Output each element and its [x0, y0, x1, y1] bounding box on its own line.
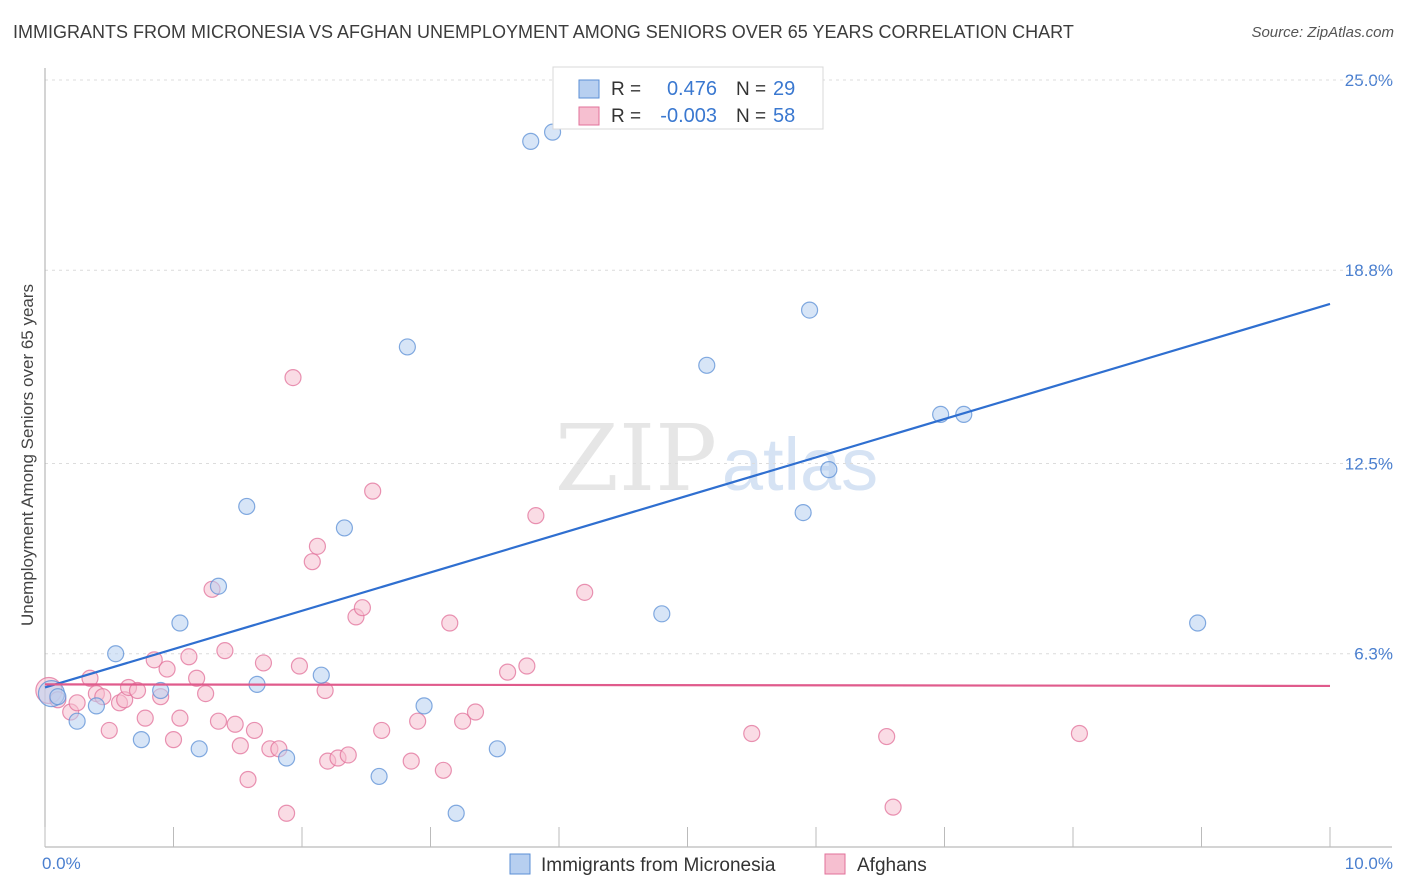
micronesia-point	[87, 697, 106, 715]
afghan-point	[245, 721, 264, 740]
afghan-point	[284, 368, 302, 387]
afghan-point	[100, 721, 118, 740]
micronesia-point	[132, 731, 150, 749]
afghan-point	[441, 614, 459, 632]
source-label: Source: ZipAtlas.com	[1251, 24, 1394, 41]
micronesia-point	[171, 614, 189, 632]
afghan-point	[527, 507, 545, 525]
micronesia-point	[794, 503, 812, 522]
legend-n-value: 29	[773, 78, 795, 100]
afghan-point	[499, 663, 517, 681]
micronesia-point	[238, 497, 256, 516]
micronesia-point	[800, 301, 819, 319]
afghan-point	[231, 737, 249, 755]
micronesia-point	[447, 804, 465, 822]
afghan-trend-line	[44, 683, 1331, 688]
afghan-point	[136, 709, 154, 727]
afghan-point	[290, 657, 309, 675]
bottom-legend-swatch	[509, 853, 531, 875]
micronesia-point	[398, 338, 416, 356]
afghan-point	[180, 648, 198, 666]
micronesia-point	[955, 405, 973, 424]
afghan-point	[1070, 724, 1089, 743]
afghan-point	[466, 703, 485, 721]
y-tick-label: 6.3%	[1354, 645, 1393, 664]
afghan-point	[209, 712, 228, 730]
afghan-point	[434, 761, 452, 779]
micronesia-trend-line	[44, 302, 1331, 689]
legend-n-label: N =	[736, 79, 766, 100]
bottom-legend-label: Immigrants from Micronesia	[541, 855, 776, 876]
micronesia-point	[68, 712, 86, 730]
legend-n-label: N =	[736, 106, 766, 127]
micronesia-point	[488, 740, 506, 758]
micronesia-point	[370, 767, 388, 786]
afghan-point	[226, 715, 244, 733]
legend-n-value: 58	[773, 105, 795, 127]
afghan-point	[409, 712, 427, 730]
afghan-point	[308, 537, 327, 555]
y-tick-label: 18.8%	[1345, 261, 1393, 280]
legend-r-value: 0.476	[667, 78, 717, 100]
micronesia-point	[49, 688, 67, 706]
afghan-point	[254, 654, 273, 672]
micronesia-point	[312, 666, 330, 684]
afghan-point	[303, 553, 321, 571]
legend-swatch	[578, 106, 600, 126]
legend-r-value: -0.003	[660, 105, 717, 127]
afghan-point	[164, 731, 183, 749]
y-tick-label: 12.5%	[1345, 455, 1393, 474]
afghan-point	[576, 583, 594, 601]
micronesia-point	[335, 519, 354, 537]
x-tick-label-max: 10.0%	[1345, 854, 1393, 873]
afghan-point	[188, 669, 206, 687]
watermark-zip: ZIP	[555, 405, 717, 512]
afghan-point	[353, 599, 371, 617]
afghan-point	[454, 712, 472, 730]
chart-title: IMMIGRANTS FROM MICRONESIA VS AFGHAN UNE…	[13, 22, 1074, 42]
micronesia-point	[1189, 614, 1207, 632]
afghan-point	[216, 642, 234, 660]
afghan-point	[884, 798, 902, 816]
micronesia-point	[107, 645, 125, 663]
afghan-point	[68, 694, 86, 712]
afghan-point	[743, 724, 761, 743]
afghan-point	[197, 684, 215, 703]
micronesia-point	[415, 697, 433, 715]
afghan-point	[171, 709, 189, 727]
watermark-atlas: atlas	[722, 423, 878, 506]
afghan-point	[364, 482, 382, 500]
afghan-point	[128, 681, 147, 700]
afghan-point	[239, 770, 257, 789]
legend-swatch	[578, 79, 600, 99]
micronesia-point	[277, 749, 296, 767]
bottom-legend-label: Afghans	[857, 855, 927, 876]
afghan-point	[339, 746, 357, 764]
micronesia-point	[522, 132, 540, 150]
micronesia-point	[152, 681, 170, 700]
bottom-legend-swatch	[824, 853, 846, 875]
afghan-point	[878, 727, 896, 746]
micronesia-point	[209, 577, 228, 595]
micronesia-point	[653, 605, 671, 623]
legend-r-label: R =	[611, 106, 641, 127]
afghan-point	[402, 752, 420, 770]
afghan-point	[158, 660, 176, 678]
micronesia-point	[820, 461, 838, 479]
legend-r-label: R =	[611, 79, 641, 100]
micronesia-point	[190, 740, 208, 758]
afghan-point	[373, 721, 391, 740]
afghan-point	[518, 657, 536, 675]
micronesia-point	[698, 356, 716, 374]
x-tick-label-min: 0.0%	[42, 854, 81, 873]
afghan-point	[277, 804, 296, 822]
